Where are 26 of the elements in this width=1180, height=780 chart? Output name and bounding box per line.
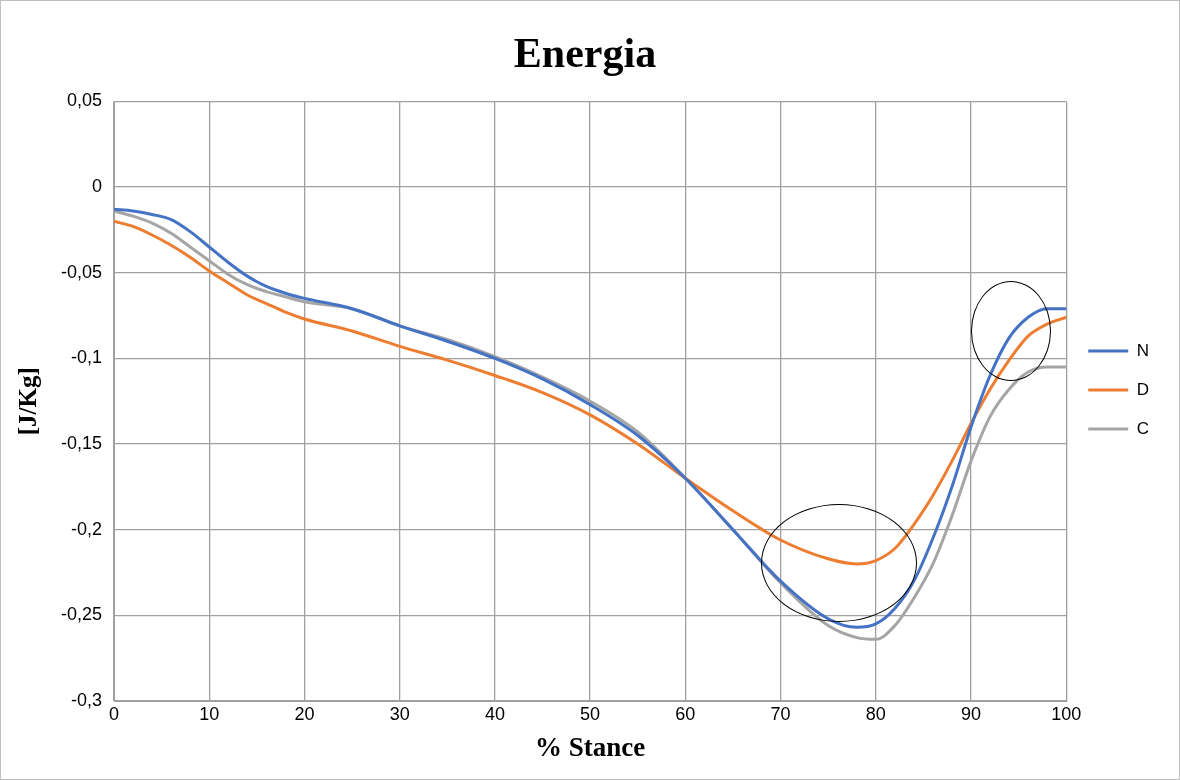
- x-axis-title: % Stance: [535, 731, 646, 762]
- x-tick-label: 30: [389, 703, 410, 724]
- x-tick-label: 100: [1051, 703, 1082, 724]
- y-tick-label: -0,15: [61, 433, 103, 453]
- chart-title: Energia: [513, 30, 657, 77]
- x-tick-label: 50: [580, 703, 601, 724]
- x-tick-label: 70: [770, 703, 791, 724]
- y-tick-label: -0,25: [61, 604, 103, 625]
- y-tick-label: -0,05: [61, 261, 103, 282]
- x-tick-label: 20: [294, 703, 315, 724]
- x-tick-label: 40: [484, 703, 505, 724]
- legend-label: N: [1136, 340, 1149, 360]
- y-tick-label: 0,05: [66, 90, 103, 111]
- y-tick-label: 0: [92, 176, 103, 197]
- y-axis-title: [J/Kg]: [14, 367, 42, 436]
- x-tick-label: 60: [675, 703, 696, 724]
- y-tick-label: -0,2: [71, 518, 103, 539]
- line-series: [114, 219, 1067, 566]
- y-tick-label: -0,1: [71, 347, 103, 368]
- legend-label: C: [1136, 418, 1149, 438]
- x-tick-label: 80: [865, 703, 886, 724]
- y-tick-label: -0,3: [71, 689, 103, 710]
- legend-label: D: [1136, 379, 1149, 399]
- x-tick-label: 0: [109, 703, 120, 724]
- x-tick-label: 90: [960, 703, 982, 724]
- x-tick-label: 10: [199, 703, 220, 724]
